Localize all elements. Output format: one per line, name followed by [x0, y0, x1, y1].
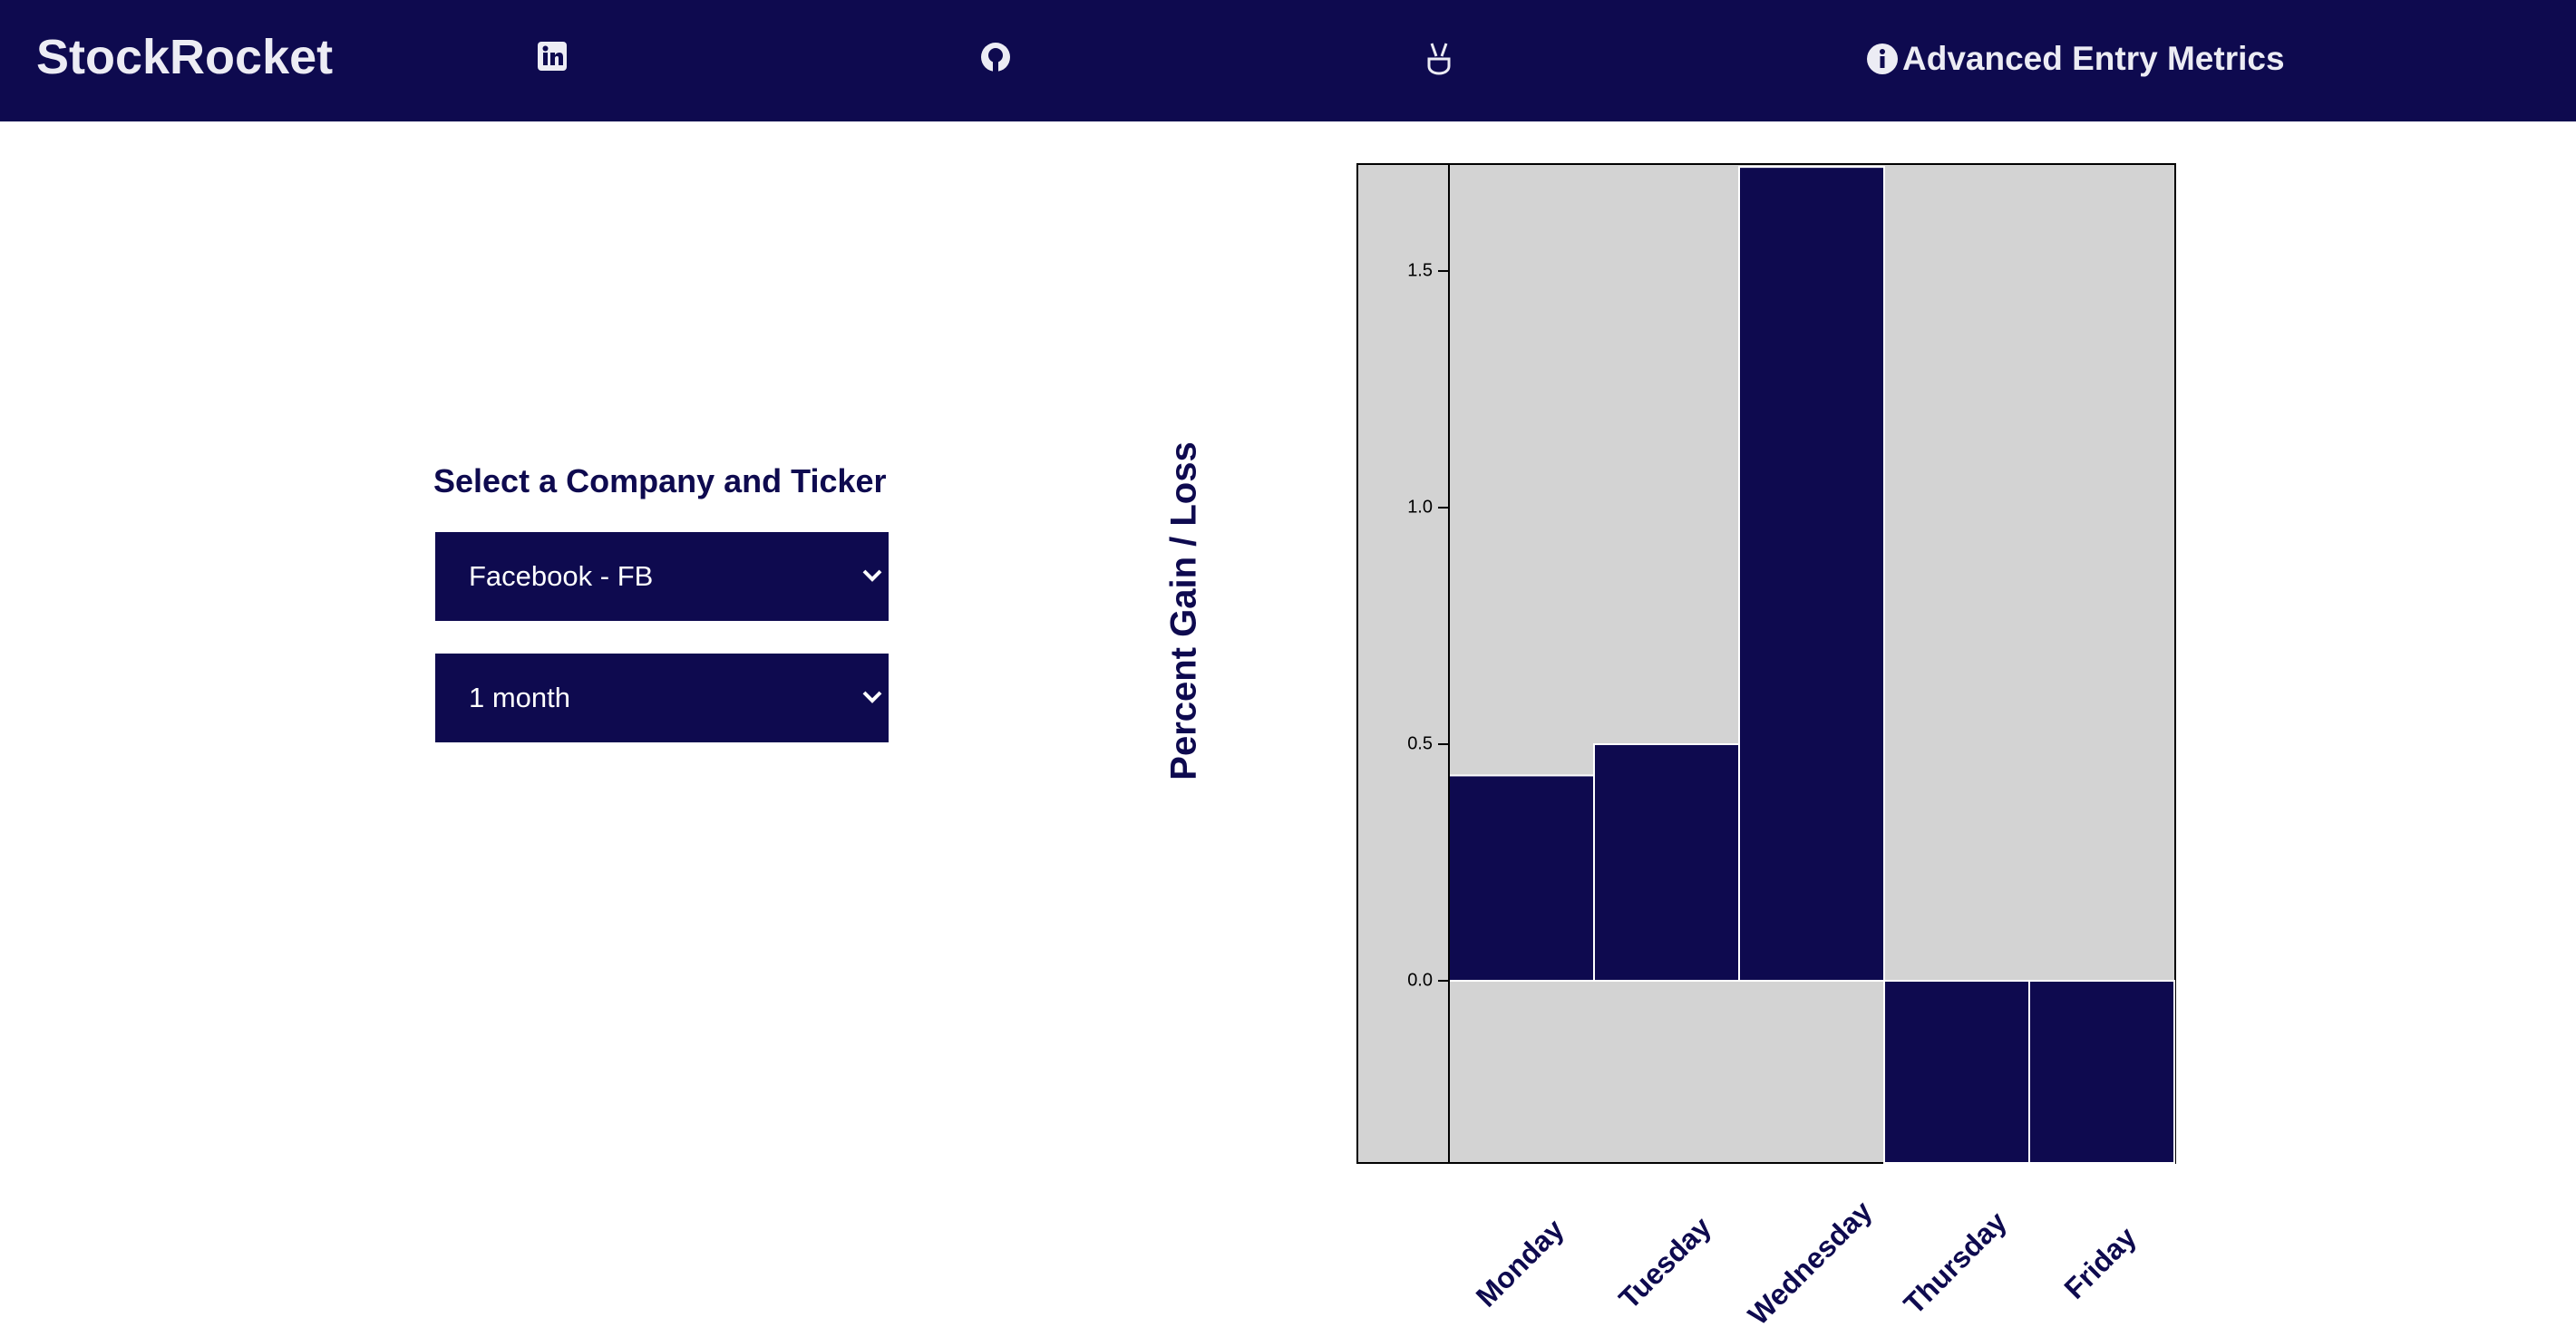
- bar: [1738, 166, 1885, 983]
- y-axis-title: Percent Gain / Loss: [1164, 441, 1204, 780]
- github-icon[interactable]: [979, 41, 1012, 73]
- select-value: 1 month: [469, 682, 571, 713]
- bar: [1883, 980, 2030, 1164]
- y-tick-label: 0.5: [1407, 733, 1433, 753]
- nav-item[interactable]: Advanced Entry Metrics: [1866, 40, 2285, 78]
- bar: [2028, 980, 2175, 1164]
- navbar: StockRocket Advanced Entry Metrics: [0, 0, 2576, 121]
- form-heading: Select a Company and Ticker: [433, 462, 887, 499]
- y-tick-label: 1.0: [1407, 497, 1433, 517]
- company-select[interactable]: Facebook - FB: [435, 532, 889, 621]
- x-tick-label: Tuesday: [1612, 1210, 1717, 1315]
- bar: [1593, 743, 1740, 983]
- x-tick-label: Wednesday: [1742, 1195, 1879, 1332]
- nav-label[interactable]: Advanced Entry Metrics: [1902, 40, 2285, 77]
- brand[interactable]: StockRocket: [36, 30, 334, 84]
- chevron: [862, 691, 882, 703]
- x-tick-label: Thursday: [1898, 1205, 2013, 1320]
- x-tick-label: Monday: [1470, 1213, 1570, 1313]
- info-icon: [1867, 44, 1898, 74]
- chevron: [862, 569, 882, 582]
- y-tick-label: 0.0: [1407, 970, 1433, 990]
- angellist-icon[interactable]: [1424, 41, 1454, 75]
- x-tick-label: Friday: [2058, 1220, 2143, 1305]
- bar: [1448, 774, 1595, 983]
- select-value: Facebook - FB: [469, 560, 654, 592]
- linkedin-icon[interactable]: [537, 41, 568, 72]
- y-tick-label: 1.5: [1407, 260, 1433, 280]
- period-select[interactable]: 1 month: [435, 654, 889, 742]
